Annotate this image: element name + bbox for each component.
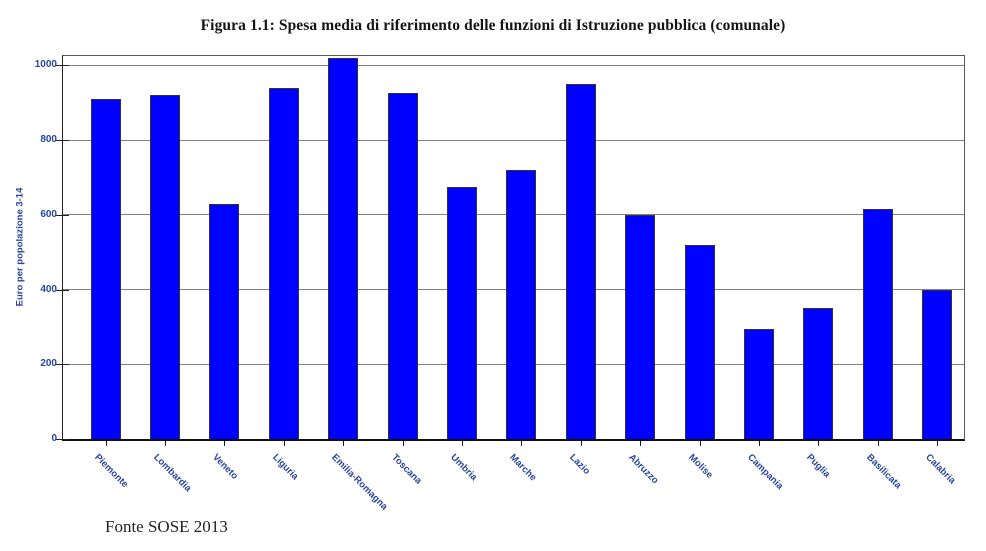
x-tick-label-molise: Molise — [685, 452, 715, 481]
x-tick-mark-2 — [164, 441, 166, 446]
x-tick-label-liguria: Liguria — [269, 452, 301, 483]
bar-lazio — [565, 84, 596, 439]
bar-toscana — [387, 93, 418, 439]
bar-piemonte — [90, 98, 121, 439]
y-tick-mark-800 — [56, 140, 69, 142]
x-tick-mark-1 — [105, 441, 107, 446]
x-tick-mark-5 — [343, 441, 345, 446]
x-tick-mark-3 — [224, 441, 226, 446]
x-tick-mark-9 — [580, 441, 582, 446]
x-tick-mark-13 — [818, 441, 820, 446]
x-tick-label-umbria: Umbria — [448, 452, 480, 483]
source-note: Fonte SOSE 2013 — [105, 517, 228, 536]
x-tick-label-emilia-romagna: Emilia-Romagna — [329, 452, 390, 513]
chart-title: Figura 1.1: Spesa media di riferimento d… — [200, 17, 786, 34]
y-tick-mark-0 — [56, 439, 69, 440]
x-tick-mark-10 — [640, 441, 642, 446]
x-tick-label-toscana: Toscana — [388, 452, 424, 487]
x-tick-mark-11 — [699, 441, 701, 446]
y-tick-mark-600 — [56, 214, 69, 216]
x-tick-label-lombardia: Lombardia — [151, 452, 194, 495]
bar-puglia — [803, 308, 834, 439]
x-tick-mark-14 — [877, 441, 879, 446]
bar-liguria — [268, 87, 299, 439]
x-tick-label-campania: Campania — [745, 452, 785, 492]
x-tick-label-basilicata: Basilicata — [863, 452, 904, 492]
x-tick-label-marche: Marche — [507, 452, 539, 484]
x-tick-mark-15 — [937, 441, 939, 446]
plot-area — [62, 55, 965, 441]
x-tick-mark-12 — [758, 441, 760, 446]
bar-umbria — [446, 186, 477, 439]
x-tick-label-lazio: Lazio — [566, 452, 592, 477]
y-tick-label-400: 400 — [40, 283, 57, 295]
x-tick-label-puglia: Puglia — [804, 452, 833, 480]
bar-marche — [506, 169, 537, 439]
x-tick-mark-7 — [461, 441, 463, 446]
x-tick-label-abruzzo: Abruzzo — [626, 452, 661, 487]
bar-campania — [743, 328, 774, 439]
y-tick-mark-1000 — [56, 65, 69, 67]
bar-basilicata — [862, 209, 893, 439]
bar-veneto — [209, 203, 240, 439]
gridline-800 — [63, 139, 964, 141]
x-tick-label-calabria: Calabria — [923, 452, 958, 487]
x-tick-label-veneto: Veneto — [210, 452, 241, 482]
y-tick-label-0: 0 — [51, 433, 57, 444]
y-tick-mark-400 — [56, 289, 69, 291]
y-tick-mark-200 — [56, 364, 69, 366]
y-tick-label-600: 600 — [40, 208, 57, 220]
x-tick-mark-4 — [283, 441, 285, 446]
bar-calabria — [922, 289, 953, 439]
bar-emilia-romagna — [328, 57, 359, 439]
bar-molise — [684, 244, 715, 439]
x-tick-label-piemonte: Piemonte — [91, 452, 130, 491]
y-tick-label-1000: 1000 — [34, 59, 57, 71]
gridline-1000 — [63, 64, 964, 66]
x-tick-mark-6 — [402, 441, 404, 446]
x-tick-mark-8 — [521, 441, 523, 446]
y-tick-label-800: 800 — [40, 134, 57, 146]
bar-abruzzo — [625, 214, 656, 439]
y-tick-label-200: 200 — [40, 358, 57, 370]
bar-lombardia — [149, 95, 180, 439]
